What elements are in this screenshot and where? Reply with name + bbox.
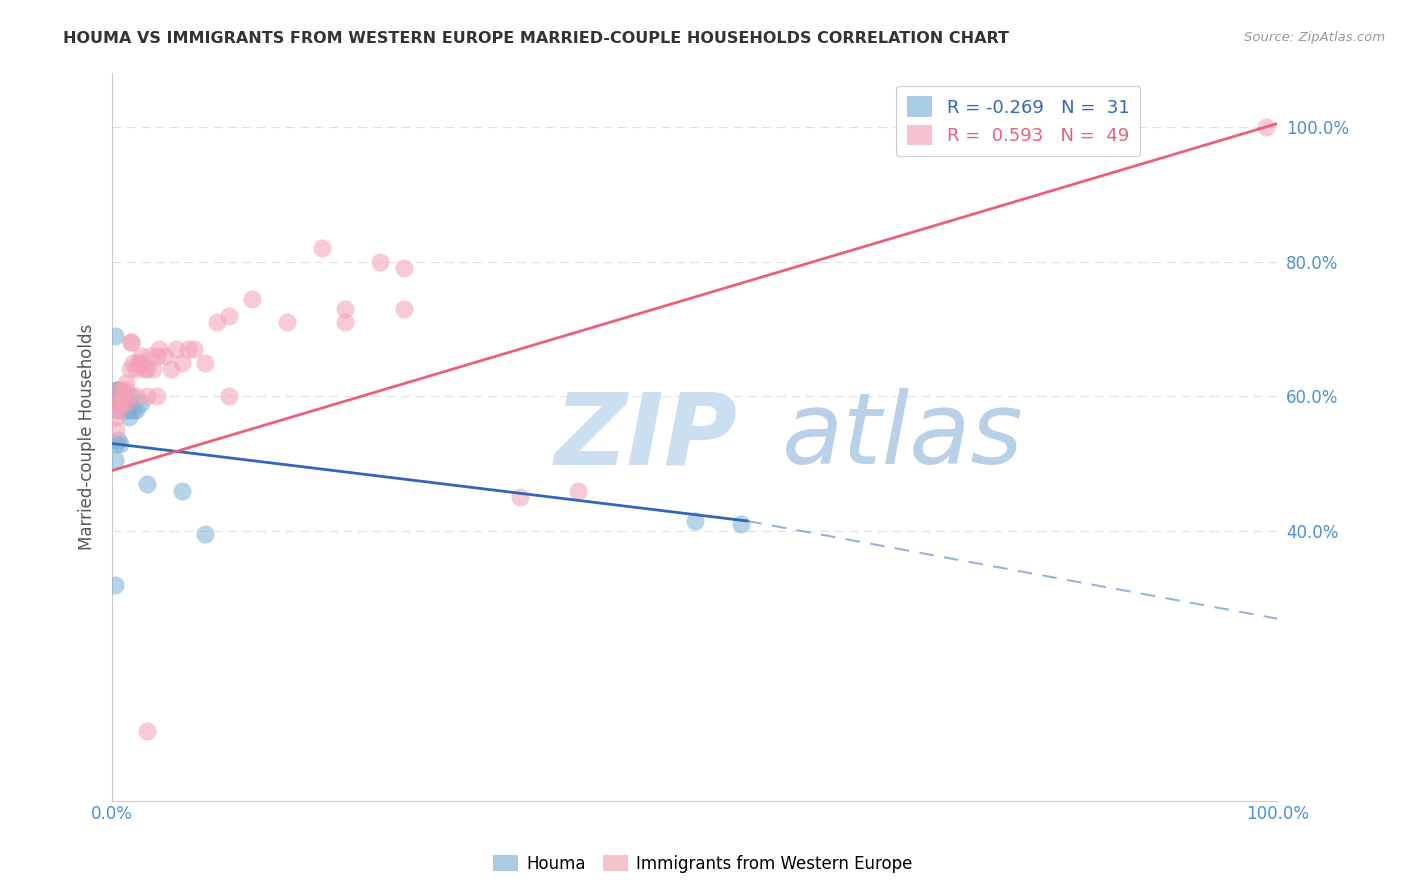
Point: [108, 383, 131, 397]
Point: [110, 389, 132, 403]
Point: [131, 396, 153, 410]
Point: [276, 315, 298, 329]
Point: [509, 491, 531, 505]
Point: [194, 356, 217, 370]
Point: [392, 301, 415, 316]
Point: [115, 396, 138, 410]
Point: [117, 409, 139, 424]
Point: [335, 301, 357, 316]
Point: [112, 389, 135, 403]
Point: [172, 356, 194, 370]
Point: [148, 342, 170, 356]
Point: [105, 402, 128, 417]
Point: [120, 389, 142, 403]
Point: [218, 309, 240, 323]
Point: [114, 389, 136, 403]
Point: [122, 402, 145, 417]
Text: Source: ZipAtlas.com: Source: ZipAtlas.com: [1244, 31, 1385, 45]
Point: [335, 315, 357, 329]
Point: [120, 335, 142, 350]
Point: [108, 396, 131, 410]
Point: [131, 356, 153, 370]
Point: [183, 342, 205, 356]
Point: [104, 409, 127, 424]
Point: [218, 389, 240, 403]
Point: [112, 396, 135, 410]
Point: [159, 362, 181, 376]
Point: [110, 396, 132, 410]
Point: [120, 335, 142, 350]
Point: [165, 342, 187, 356]
Point: [110, 389, 132, 403]
Point: [107, 402, 129, 417]
Point: [177, 342, 200, 356]
Point: [136, 362, 159, 376]
Point: [142, 362, 165, 376]
Point: [1254, 120, 1277, 134]
Point: [131, 349, 153, 363]
Point: [124, 402, 146, 417]
Point: [136, 389, 159, 403]
Y-axis label: Married-couple Households: Married-couple Households: [79, 324, 96, 550]
Point: [145, 349, 167, 363]
Point: [117, 402, 139, 417]
Point: [134, 362, 156, 376]
Point: [194, 527, 217, 541]
Point: [108, 383, 131, 397]
Text: atlas: atlas: [782, 388, 1024, 485]
Legend: R = -0.269   N =  31, R =  0.593   N =  49: R = -0.269 N = 31, R = 0.593 N = 49: [896, 86, 1140, 156]
Point: [172, 483, 194, 498]
Point: [136, 477, 159, 491]
Point: [105, 383, 128, 397]
Point: [118, 362, 141, 376]
Point: [127, 356, 149, 370]
Legend: Houma, Immigrants from Western Europe: Houma, Immigrants from Western Europe: [486, 848, 920, 880]
Point: [368, 254, 391, 268]
Point: [103, 578, 125, 592]
Point: [110, 396, 132, 410]
Point: [107, 383, 129, 397]
Point: [104, 423, 127, 437]
Point: [118, 402, 141, 417]
Point: [115, 396, 138, 410]
Point: [104, 396, 127, 410]
Point: [122, 356, 145, 370]
Point: [124, 389, 146, 403]
Point: [311, 241, 333, 255]
Point: [683, 514, 706, 528]
Point: [136, 723, 159, 738]
Point: [115, 376, 138, 390]
Text: ZIP: ZIP: [555, 388, 738, 485]
Text: HOUMA VS IMMIGRANTS FROM WESTERN EUROPE MARRIED-COUPLE HOUSEHOLDS CORRELATION CH: HOUMA VS IMMIGRANTS FROM WESTERN EUROPE …: [63, 31, 1010, 46]
Point: [107, 433, 129, 447]
Point: [730, 517, 752, 532]
Point: [110, 383, 132, 397]
Point: [138, 349, 160, 363]
Point: [153, 349, 176, 363]
Point: [392, 261, 415, 276]
Point: [104, 436, 127, 450]
Point: [145, 389, 167, 403]
Point: [103, 328, 125, 343]
Point: [104, 396, 127, 410]
Point: [108, 396, 131, 410]
Point: [104, 383, 127, 397]
Point: [567, 483, 589, 498]
Point: [110, 436, 132, 450]
Point: [103, 453, 125, 467]
Point: [205, 315, 228, 329]
Point: [115, 383, 138, 397]
Point: [124, 362, 146, 376]
Point: [240, 292, 263, 306]
Point: [111, 396, 134, 410]
